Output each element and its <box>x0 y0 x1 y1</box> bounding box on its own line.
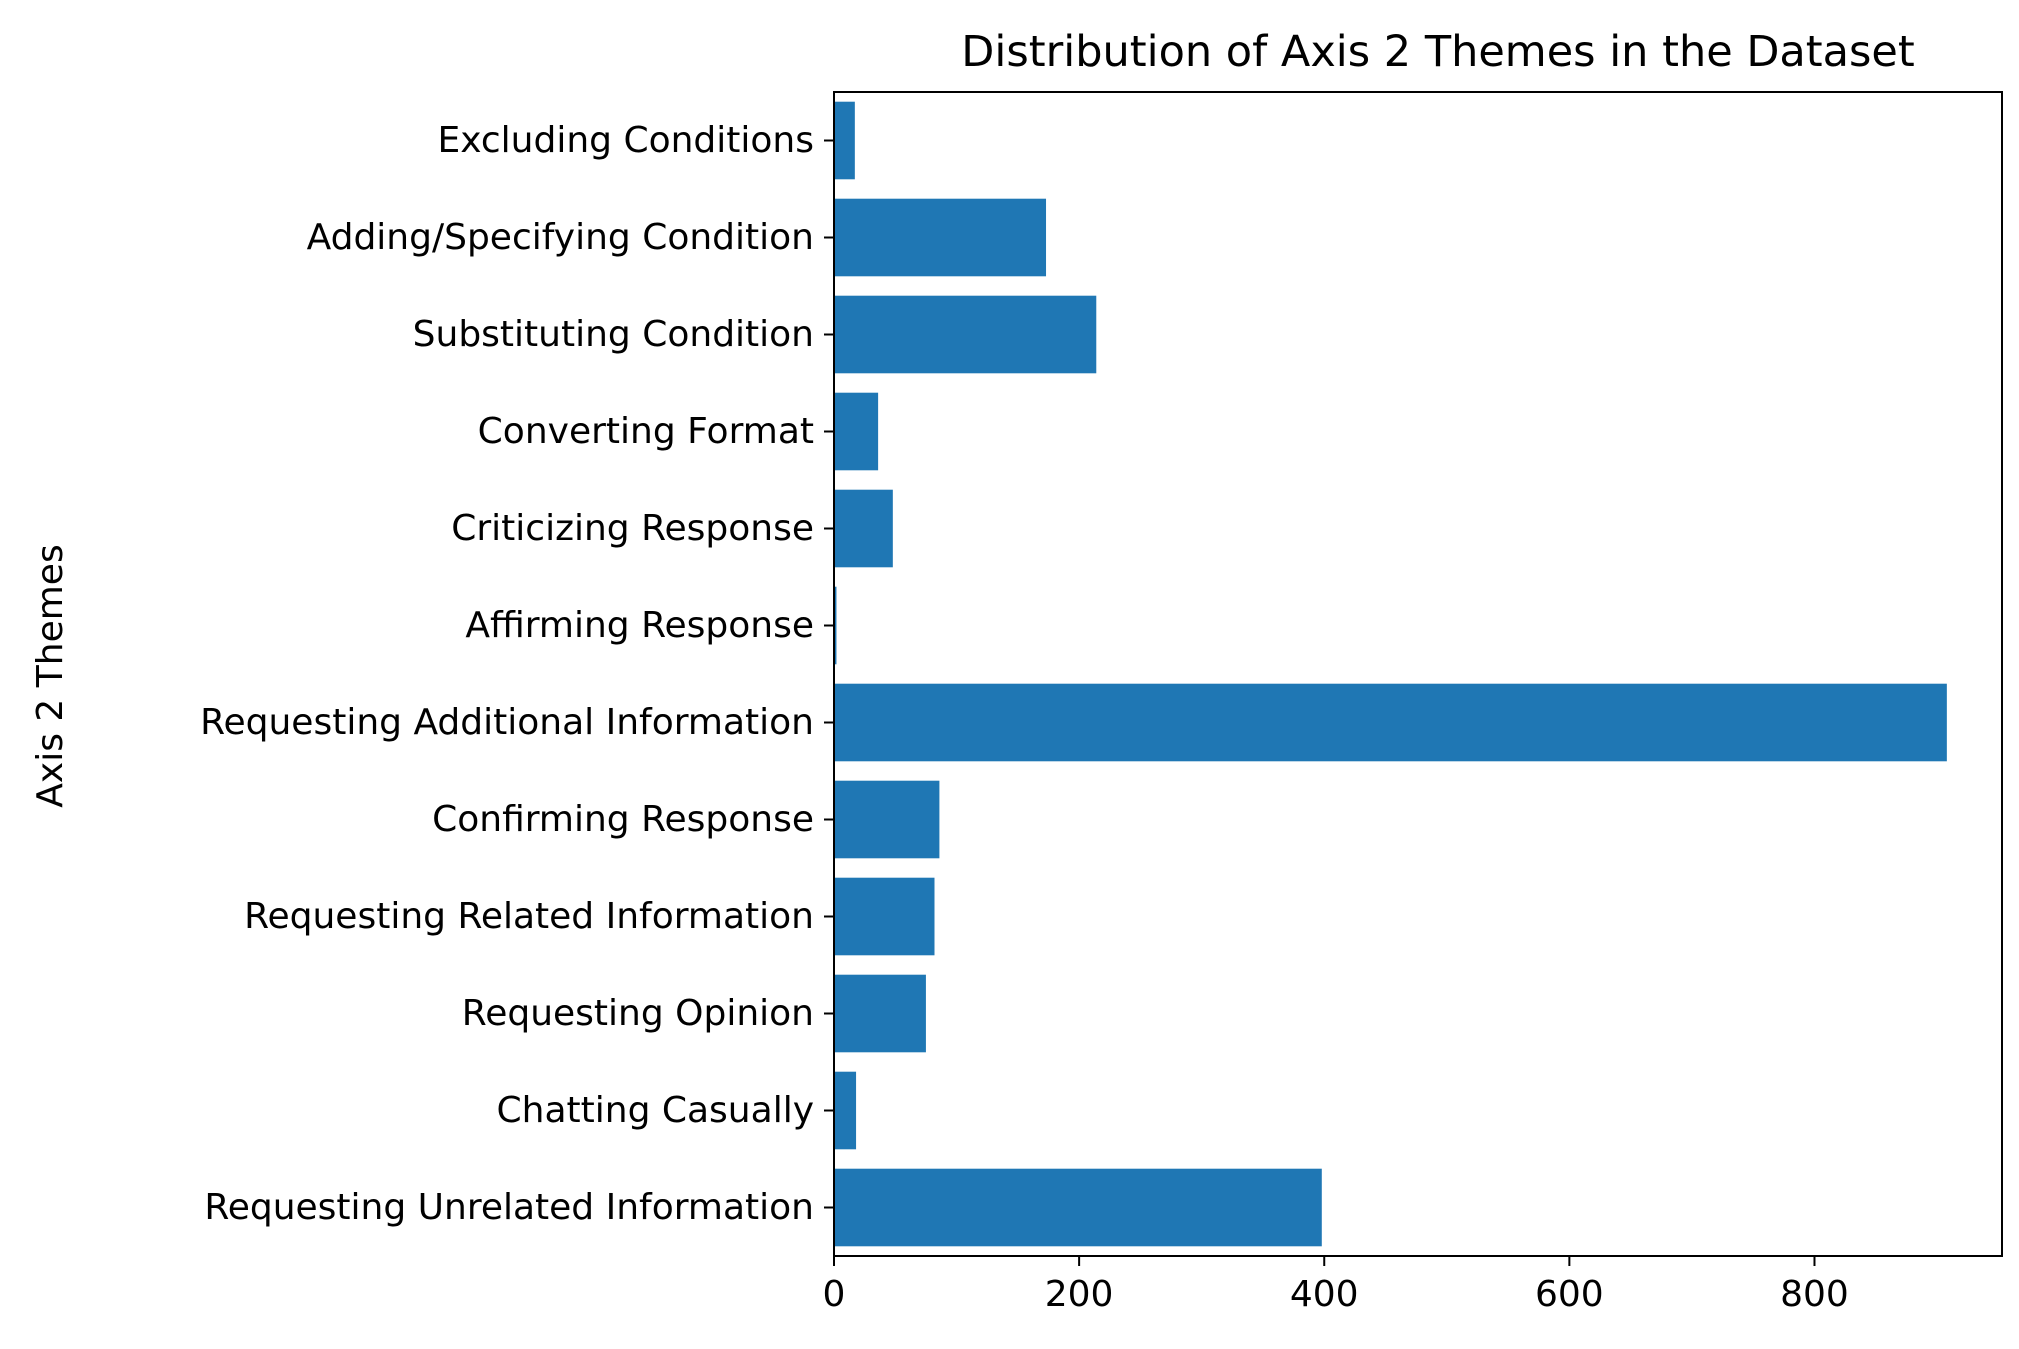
plot-frame <box>833 91 2003 1257</box>
bar-1 <box>834 1071 857 1150</box>
bar-11 <box>834 101 855 180</box>
bar-4 <box>834 780 940 859</box>
y-tick-label: Chatting Casually <box>497 1090 815 1131</box>
bar-8 <box>834 392 879 471</box>
x-tick-label: 800 <box>1780 1274 1849 1315</box>
bar-10 <box>834 198 1047 277</box>
bar-3 <box>834 877 935 956</box>
y-tick-label: Confirming Response <box>432 799 814 840</box>
y-tick-label: Converting Format <box>478 411 814 452</box>
y-tick-label: Excluding Conditions <box>437 120 814 161</box>
y-tick-label: Requesting Additional Information <box>200 702 814 743</box>
bar-5 <box>834 683 1947 762</box>
y-tick-label: Adding/Specifying Condition <box>307 217 814 258</box>
bar-9 <box>834 295 1097 374</box>
x-ticks-group: 0 200 400 600 800 <box>823 1256 1849 1315</box>
y-tick-label: Requesting Opinion <box>462 993 814 1034</box>
x-tick-label: 600 <box>1535 1274 1604 1315</box>
bar-6 <box>834 586 837 665</box>
bars-group <box>834 101 1947 1247</box>
bar-0 <box>834 1168 1322 1247</box>
bar-2 <box>834 974 926 1053</box>
y-tick-label: Criticizing Response <box>451 508 814 549</box>
x-tick-label: 200 <box>1045 1274 1114 1315</box>
y-tick-label: Requesting Unrelated Information <box>204 1187 814 1228</box>
chart-title: Distribution of Axis 2 Themes in the Dat… <box>961 27 1914 77</box>
y-ticks-group: Requesting Unrelated Information Chatting… <box>200 120 834 1228</box>
y-axis-label: Axis 2 Themes <box>30 544 71 807</box>
bar-7 <box>834 489 893 568</box>
y-tick-label: Substituting Condition <box>413 314 814 355</box>
y-tick-label: Requesting Related Information <box>244 896 814 937</box>
x-tick-label: 400 <box>1290 1274 1359 1315</box>
x-tick-label: 0 <box>823 1274 846 1315</box>
y-tick-label: Affirming Response <box>465 605 814 646</box>
